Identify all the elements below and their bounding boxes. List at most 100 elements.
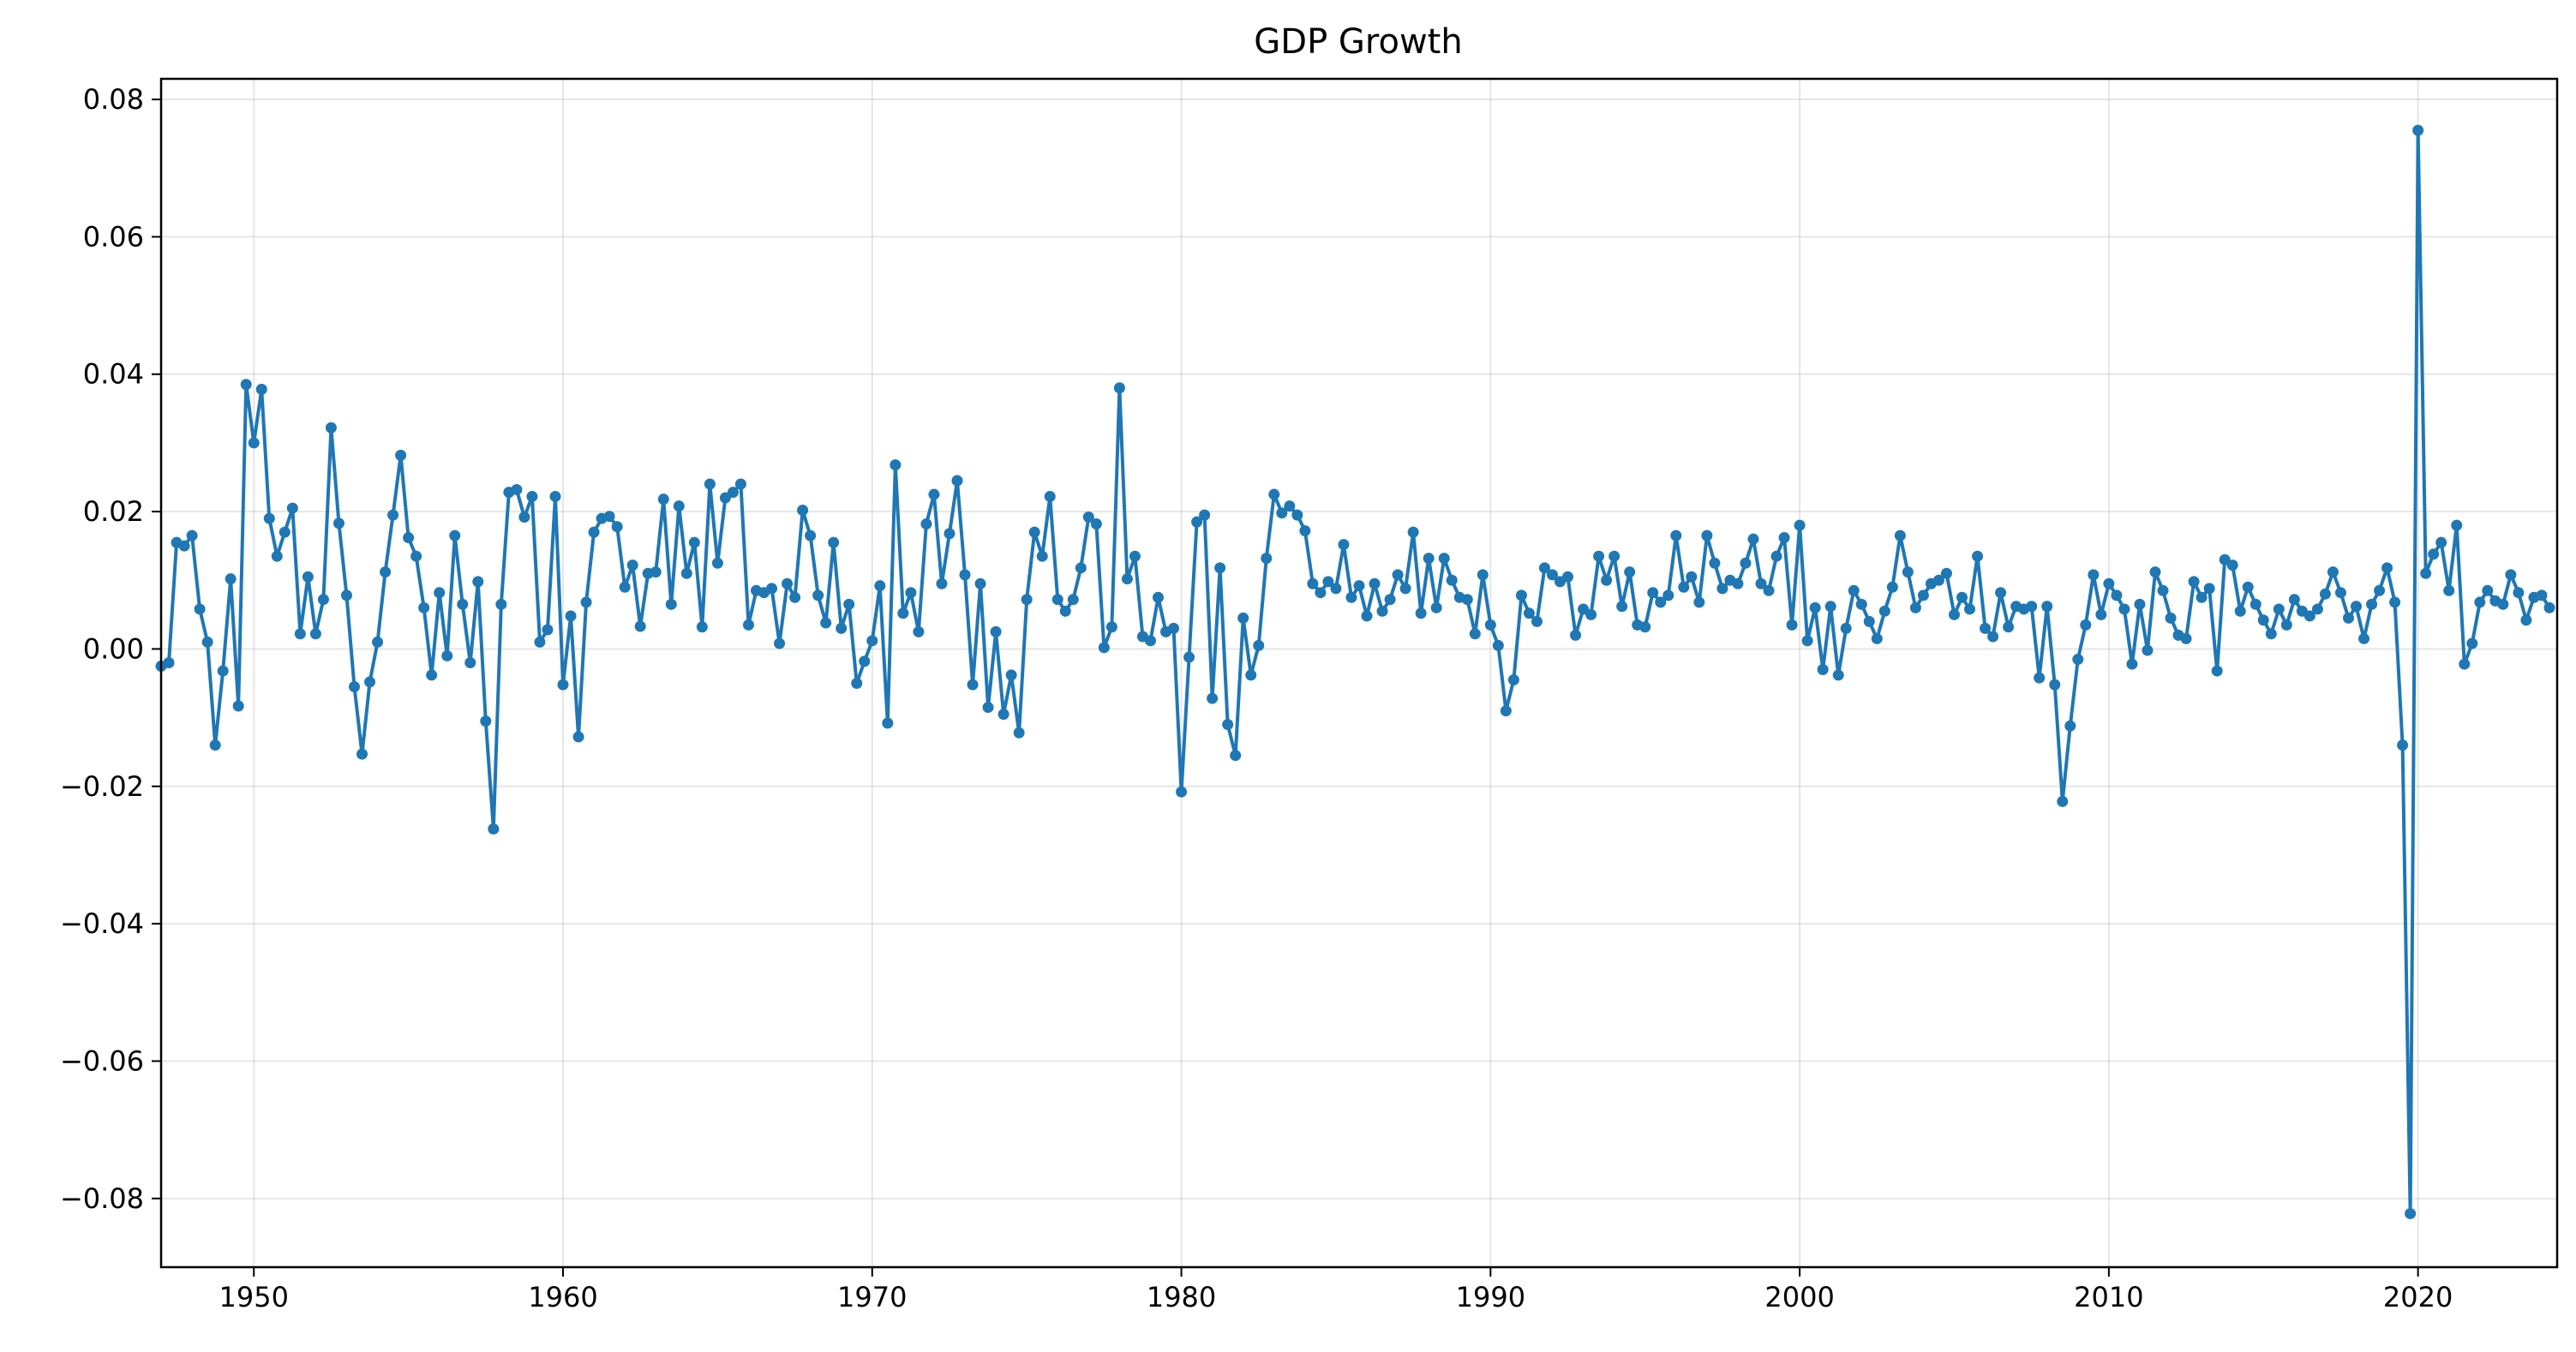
data-point: [1082, 511, 1094, 523]
x-tick-label: 1960: [528, 1281, 597, 1313]
data-point: [1446, 574, 1458, 586]
data-point: [1624, 566, 1636, 578]
data-point: [766, 583, 778, 595]
data-point: [897, 607, 909, 619]
y-tick-label: 0.04: [83, 358, 144, 391]
y-tick-label: −0.02: [60, 770, 144, 803]
data-point: [1972, 550, 1984, 562]
data-point: [1261, 553, 1273, 565]
data-point: [1230, 750, 1242, 762]
x-tick-label: 1970: [837, 1281, 907, 1313]
data-point: [1121, 573, 1133, 585]
data-point: [2111, 589, 2123, 601]
x-tick-label: 2010: [2074, 1281, 2143, 1313]
data-point: [789, 591, 801, 603]
data-point: [2443, 584, 2455, 596]
data-point: [1376, 605, 1388, 617]
data-point: [1755, 577, 1767, 589]
data-point: [2250, 598, 2261, 610]
data-point: [225, 573, 237, 585]
data-point: [2428, 548, 2440, 560]
data-point: [2466, 637, 2478, 649]
data-point: [719, 492, 731, 504]
data-point: [356, 748, 368, 760]
data-point: [2265, 628, 2277, 640]
data-point: [1940, 567, 1952, 579]
data-point: [279, 526, 291, 538]
data-point: [951, 475, 963, 487]
data-point: [2280, 619, 2292, 631]
data-point: [1291, 509, 1303, 521]
data-point: [1570, 629, 1582, 641]
data-point: [2374, 584, 2386, 596]
data-point: [1578, 603, 1590, 615]
data-point: [348, 681, 360, 693]
data-point: [2134, 598, 2146, 610]
data-point: [248, 437, 260, 449]
data-point: [364, 676, 376, 688]
data-point: [982, 702, 994, 714]
data-point: [572, 731, 584, 743]
y-tick-label: −0.04: [60, 907, 144, 940]
data-point: [1438, 553, 1450, 565]
data-point: [1199, 509, 1211, 521]
data-point: [2520, 614, 2532, 626]
y-tick-label: 0.02: [83, 495, 144, 528]
data-point: [1492, 639, 1504, 651]
data-point: [2165, 612, 2177, 624]
data-point: [2505, 569, 2517, 581]
data-point: [163, 656, 175, 668]
data-point: [186, 529, 198, 541]
data-point: [2513, 587, 2525, 599]
data-point: [1044, 490, 1056, 502]
data-point: [1129, 550, 1141, 562]
data-point: [797, 504, 809, 516]
data-point: [1987, 631, 1999, 643]
data-point: [2497, 598, 2509, 610]
data-point: [2257, 614, 2269, 626]
data-point: [410, 550, 422, 562]
data-point: [1732, 577, 1744, 589]
data-point: [673, 500, 685, 512]
data-point: [1207, 692, 1219, 704]
data-point: [2196, 591, 2208, 603]
data-point: [2311, 603, 2323, 615]
data-point: [294, 628, 306, 640]
data-point: [1214, 562, 1226, 574]
data-point: [1399, 583, 1411, 595]
data-point: [1701, 529, 1713, 541]
data-point: [2435, 536, 2447, 548]
data-point: [711, 557, 723, 569]
data-point: [2405, 1207, 2417, 1219]
data-point: [518, 511, 530, 523]
y-tick-label: −0.06: [60, 1044, 144, 1077]
data-point: [2034, 672, 2046, 684]
data-point: [1670, 529, 1682, 541]
data-point: [1013, 727, 1025, 739]
y-tick-label: 0.06: [83, 220, 144, 253]
data-point: [1824, 601, 1836, 613]
data-point: [734, 478, 746, 490]
data-point: [2397, 739, 2409, 751]
data-point: [2003, 621, 2015, 633]
data-point: [1980, 622, 1992, 634]
data-point: [1276, 507, 1288, 519]
data-point: [542, 624, 554, 636]
x-tick-label: 2000: [1764, 1281, 1834, 1313]
data-point: [1948, 608, 1960, 620]
data-point: [1113, 382, 1125, 394]
data-point: [936, 577, 948, 589]
data-point: [2474, 596, 2486, 608]
data-point: [1369, 577, 1381, 589]
y-tick-label: 0.00: [83, 632, 144, 665]
data-point: [974, 577, 986, 589]
data-point: [1995, 587, 2007, 599]
data-point: [1284, 500, 1296, 512]
data-point: [1415, 607, 1427, 619]
x-tick-label: 2020: [2383, 1281, 2453, 1313]
data-point: [2103, 577, 2115, 589]
data-point: [1832, 669, 1844, 681]
data-point: [395, 449, 407, 461]
data-point: [1222, 719, 1234, 731]
